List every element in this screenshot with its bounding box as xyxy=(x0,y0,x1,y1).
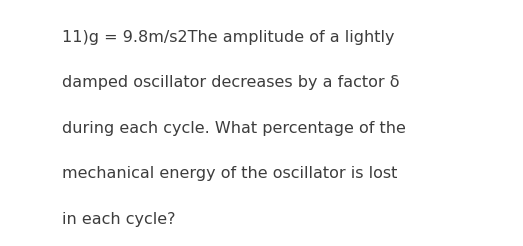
Text: damped oscillator decreases by a factor δ: damped oscillator decreases by a factor … xyxy=(62,75,399,90)
Text: mechanical energy of the oscillator is lost: mechanical energy of the oscillator is l… xyxy=(62,166,397,181)
Text: in each cycle?: in each cycle? xyxy=(62,212,175,227)
Text: during each cycle. What percentage of the: during each cycle. What percentage of th… xyxy=(62,121,406,136)
Text: 11)g = 9.8m/s2The amplitude of a lightly: 11)g = 9.8m/s2The amplitude of a lightly xyxy=(62,30,394,45)
